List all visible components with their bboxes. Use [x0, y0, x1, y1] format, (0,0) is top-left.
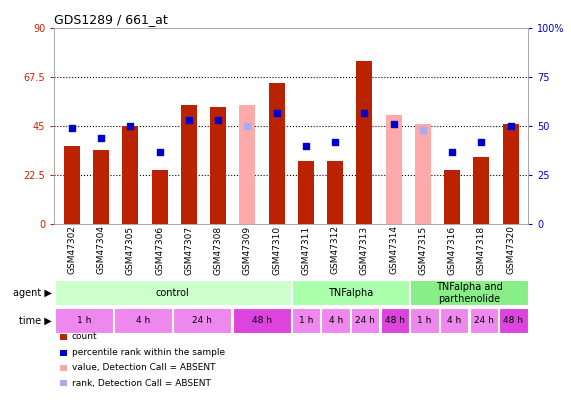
- Text: GSM47316: GSM47316: [448, 226, 457, 275]
- Bar: [356, 61, 372, 224]
- Point: [272, 109, 281, 116]
- Bar: [122, 126, 138, 224]
- Text: 24 h: 24 h: [474, 316, 494, 325]
- Bar: [151, 170, 168, 224]
- Text: GSM47313: GSM47313: [360, 226, 369, 275]
- Text: GSM47320: GSM47320: [506, 226, 515, 275]
- Text: 48 h: 48 h: [252, 316, 272, 325]
- Point: [360, 109, 369, 116]
- Point: [67, 125, 77, 132]
- Text: count: count: [72, 333, 98, 341]
- Point: [96, 135, 106, 141]
- Text: GSM47318: GSM47318: [477, 226, 486, 275]
- Bar: [232, 308, 291, 333]
- Text: 4 h: 4 h: [328, 316, 343, 325]
- Bar: [473, 157, 489, 224]
- Text: GSM47315: GSM47315: [419, 226, 427, 275]
- Bar: [64, 146, 80, 224]
- Bar: [502, 124, 518, 224]
- Text: GSM47312: GSM47312: [331, 226, 340, 275]
- Bar: [351, 308, 380, 333]
- Bar: [55, 280, 291, 305]
- Point: [506, 123, 515, 130]
- Text: value, Detection Call = ABSENT: value, Detection Call = ABSENT: [72, 363, 215, 372]
- Text: GSM47314: GSM47314: [389, 226, 398, 275]
- Text: GSM47306: GSM47306: [155, 226, 164, 275]
- Text: GSM47302: GSM47302: [67, 226, 77, 275]
- Text: TNFalpha: TNFalpha: [328, 288, 373, 298]
- Text: 4 h: 4 h: [447, 316, 461, 325]
- Point: [184, 117, 194, 124]
- Point: [126, 123, 135, 130]
- Bar: [440, 308, 468, 333]
- Bar: [499, 308, 528, 333]
- Text: GSM47311: GSM47311: [301, 226, 310, 275]
- Text: agent ▶: agent ▶: [13, 288, 51, 298]
- Text: 24 h: 24 h: [192, 316, 212, 325]
- Point: [448, 149, 457, 155]
- Bar: [268, 83, 284, 224]
- Text: GSM47310: GSM47310: [272, 226, 281, 275]
- Point: [389, 121, 398, 128]
- Bar: [411, 308, 439, 333]
- Text: time ▶: time ▶: [19, 315, 51, 325]
- Point: [243, 123, 252, 130]
- Text: 48 h: 48 h: [504, 316, 524, 325]
- Text: 1 h: 1 h: [299, 316, 313, 325]
- Bar: [174, 308, 231, 333]
- Text: GDS1289 / 661_at: GDS1289 / 661_at: [54, 13, 168, 26]
- Bar: [469, 308, 498, 333]
- Bar: [93, 150, 109, 224]
- Bar: [55, 308, 113, 333]
- Text: TNFalpha and
parthenolide: TNFalpha and parthenolide: [436, 282, 502, 304]
- Text: 4 h: 4 h: [136, 316, 150, 325]
- Text: 48 h: 48 h: [385, 316, 405, 325]
- Point: [301, 143, 311, 149]
- Bar: [292, 280, 409, 305]
- Point: [477, 139, 486, 145]
- Bar: [385, 115, 401, 224]
- Bar: [298, 161, 314, 224]
- Text: GSM47308: GSM47308: [214, 226, 223, 275]
- Text: GSM47305: GSM47305: [126, 226, 135, 275]
- Text: GSM47309: GSM47309: [243, 226, 252, 275]
- Bar: [181, 104, 197, 224]
- Bar: [415, 124, 431, 224]
- Bar: [210, 107, 226, 224]
- Bar: [411, 280, 528, 305]
- Text: rank, Detection Call = ABSENT: rank, Detection Call = ABSENT: [72, 379, 211, 388]
- Bar: [444, 170, 460, 224]
- Point: [214, 117, 223, 124]
- Text: 1 h: 1 h: [417, 316, 432, 325]
- Bar: [321, 308, 350, 333]
- Point: [155, 149, 164, 155]
- Text: GSM47304: GSM47304: [96, 226, 106, 275]
- Bar: [381, 308, 409, 333]
- Point: [419, 127, 428, 134]
- Bar: [292, 308, 320, 333]
- Text: control: control: [156, 288, 190, 298]
- Bar: [327, 161, 343, 224]
- Text: 1 h: 1 h: [77, 316, 91, 325]
- Point: [331, 139, 340, 145]
- Text: GSM47307: GSM47307: [184, 226, 194, 275]
- Text: 24 h: 24 h: [355, 316, 375, 325]
- Bar: [239, 104, 255, 224]
- Text: percentile rank within the sample: percentile rank within the sample: [72, 348, 225, 357]
- Bar: [114, 308, 172, 333]
